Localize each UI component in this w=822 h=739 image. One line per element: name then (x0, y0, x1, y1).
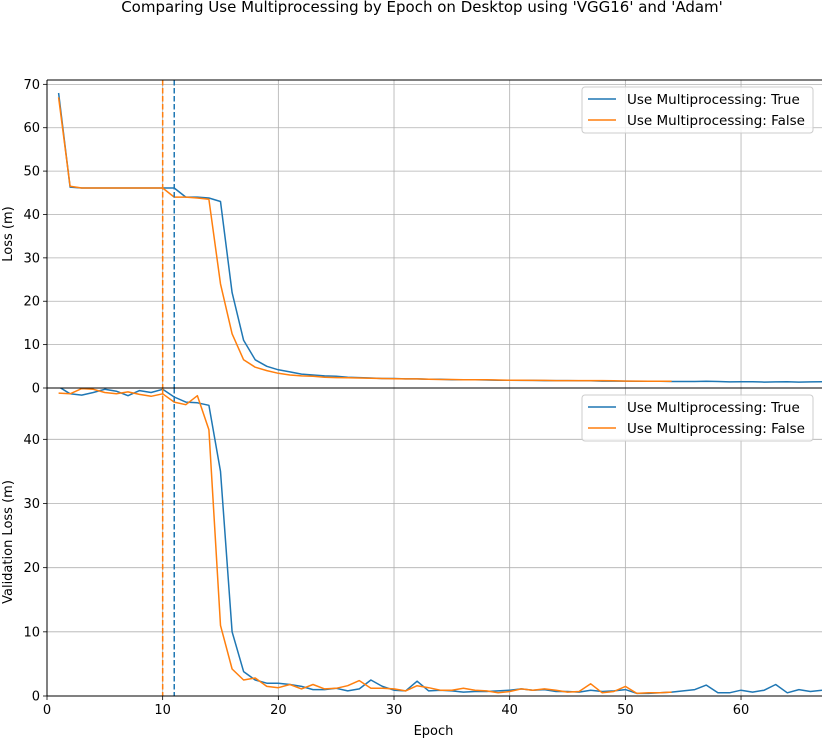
y-tick-label: 40 (23, 433, 40, 448)
y-tick-label: 10 (23, 625, 40, 640)
x-tick-label: 10 (154, 703, 171, 718)
legend-label: Use Multiprocessing: True (627, 400, 800, 416)
legend-box (581, 394, 814, 442)
x-tick-label: 20 (270, 703, 287, 718)
plot-area (58, 388, 822, 696)
y-tick-label: 70 (23, 78, 40, 93)
validation-loss-panel: 0 10 20 30 40 0 10 20 30 40 50 60 Validation Loss (m… (1, 387, 822, 739)
legend-label: Use Multiprocessing: False (627, 113, 805, 129)
y-tick-label: 60 (23, 121, 40, 136)
plot-area (57, 80, 822, 388)
legend: Use Multiprocessing: True Use Multiproces… (581, 86, 814, 134)
loss-panel: 0 10 20 30 40 50 60 70 Loss (m) Use Multiprocessi… (1, 78, 822, 397)
page-title: Comparing Use Multiprocessing by Epoch o… (121, 0, 723, 16)
x-tick-label: 40 (501, 703, 518, 718)
y-tick-label: 40 (23, 208, 40, 223)
y-tick-label: 30 (23, 251, 40, 266)
x-tick-label: 60 (733, 703, 750, 718)
x-tick-label: 0 (43, 703, 51, 718)
legend-label: Use Multiprocessing: False (627, 421, 805, 437)
y-tick-label: 30 (23, 497, 40, 512)
x-axis-label: Epoch (414, 724, 454, 739)
x-tick-label: 30 (386, 703, 403, 718)
x-tick-label: 50 (617, 703, 634, 718)
legend-label: Use Multiprocessing: True (627, 92, 800, 108)
y-tick-label: 0 (32, 690, 40, 705)
y-tick-label: 20 (23, 561, 40, 576)
y-tick-label: 20 (23, 295, 40, 310)
y-tick-label: 50 (23, 165, 40, 180)
series-line-false (58, 388, 672, 695)
y-axis-label: Validation Loss (m) (1, 480, 16, 604)
legend: Use Multiprocessing: True Use Multiproces… (581, 394, 814, 442)
series-line-true (57, 92, 822, 383)
series-line-false (57, 97, 672, 383)
y-axis-label: Loss (m) (1, 206, 16, 261)
legend-box (581, 86, 814, 134)
y-tick-label: 10 (23, 338, 40, 353)
grid (46, 80, 822, 389)
y-tick-label: 0 (32, 382, 40, 397)
